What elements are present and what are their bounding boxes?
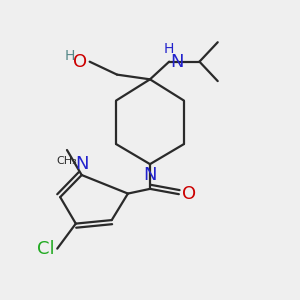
Text: CH₃: CH₃ [57,157,77,166]
Text: H: H [64,49,75,63]
Text: N: N [171,53,184,71]
Text: Cl: Cl [37,240,55,258]
Text: O: O [73,53,87,71]
Text: N: N [143,167,157,184]
Text: H: H [164,42,174,56]
Text: N: N [75,155,88,173]
Text: O: O [182,185,197,203]
